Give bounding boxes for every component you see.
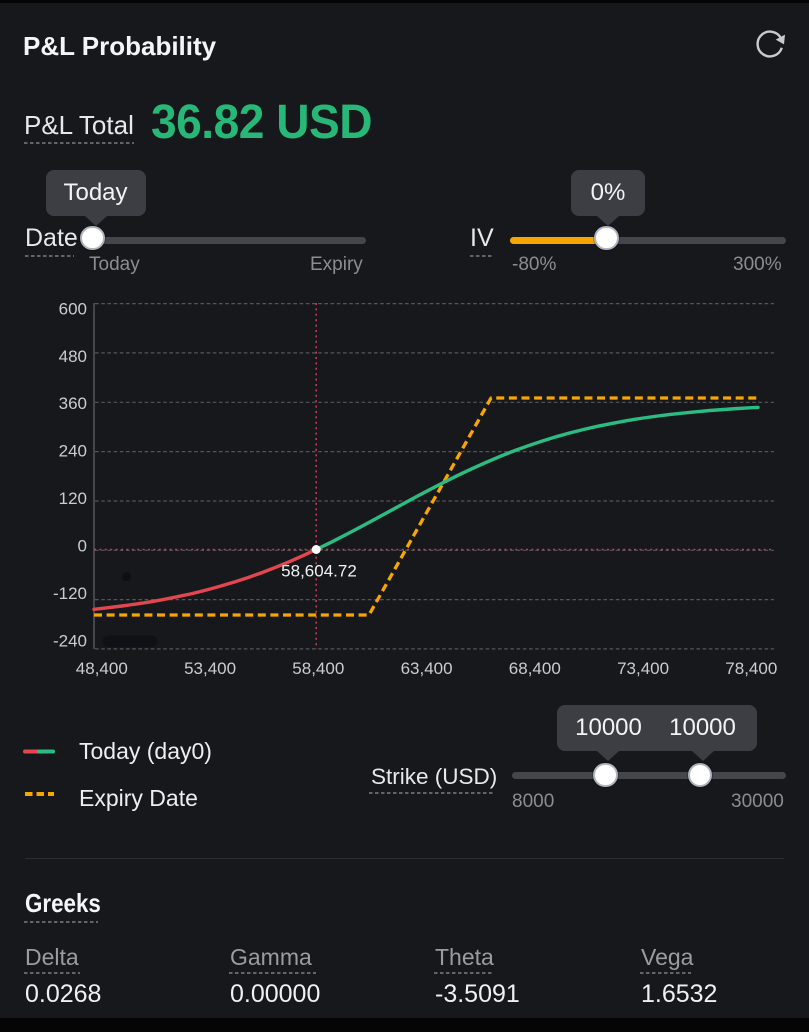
svg-text:600: 600 [59, 299, 87, 318]
svg-text:58,604.72: 58,604.72 [281, 562, 357, 581]
svg-text:73,400: 73,400 [617, 659, 669, 678]
svg-text:360: 360 [59, 394, 87, 413]
svg-text:480: 480 [59, 347, 87, 366]
svg-text:78,400: 78,400 [725, 659, 777, 678]
svg-text:53,400: 53,400 [184, 659, 236, 678]
svg-text:240: 240 [59, 442, 87, 461]
svg-text:63,400: 63,400 [401, 659, 453, 678]
svg-text:0: 0 [78, 537, 87, 556]
svg-text:68,400: 68,400 [509, 659, 561, 678]
svg-text:-120: -120 [53, 584, 87, 603]
svg-text:120: 120 [59, 489, 87, 508]
svg-text:-240: -240 [53, 632, 87, 651]
svg-text:48,400: 48,400 [76, 659, 128, 678]
svg-text:58,400: 58,400 [292, 659, 344, 678]
